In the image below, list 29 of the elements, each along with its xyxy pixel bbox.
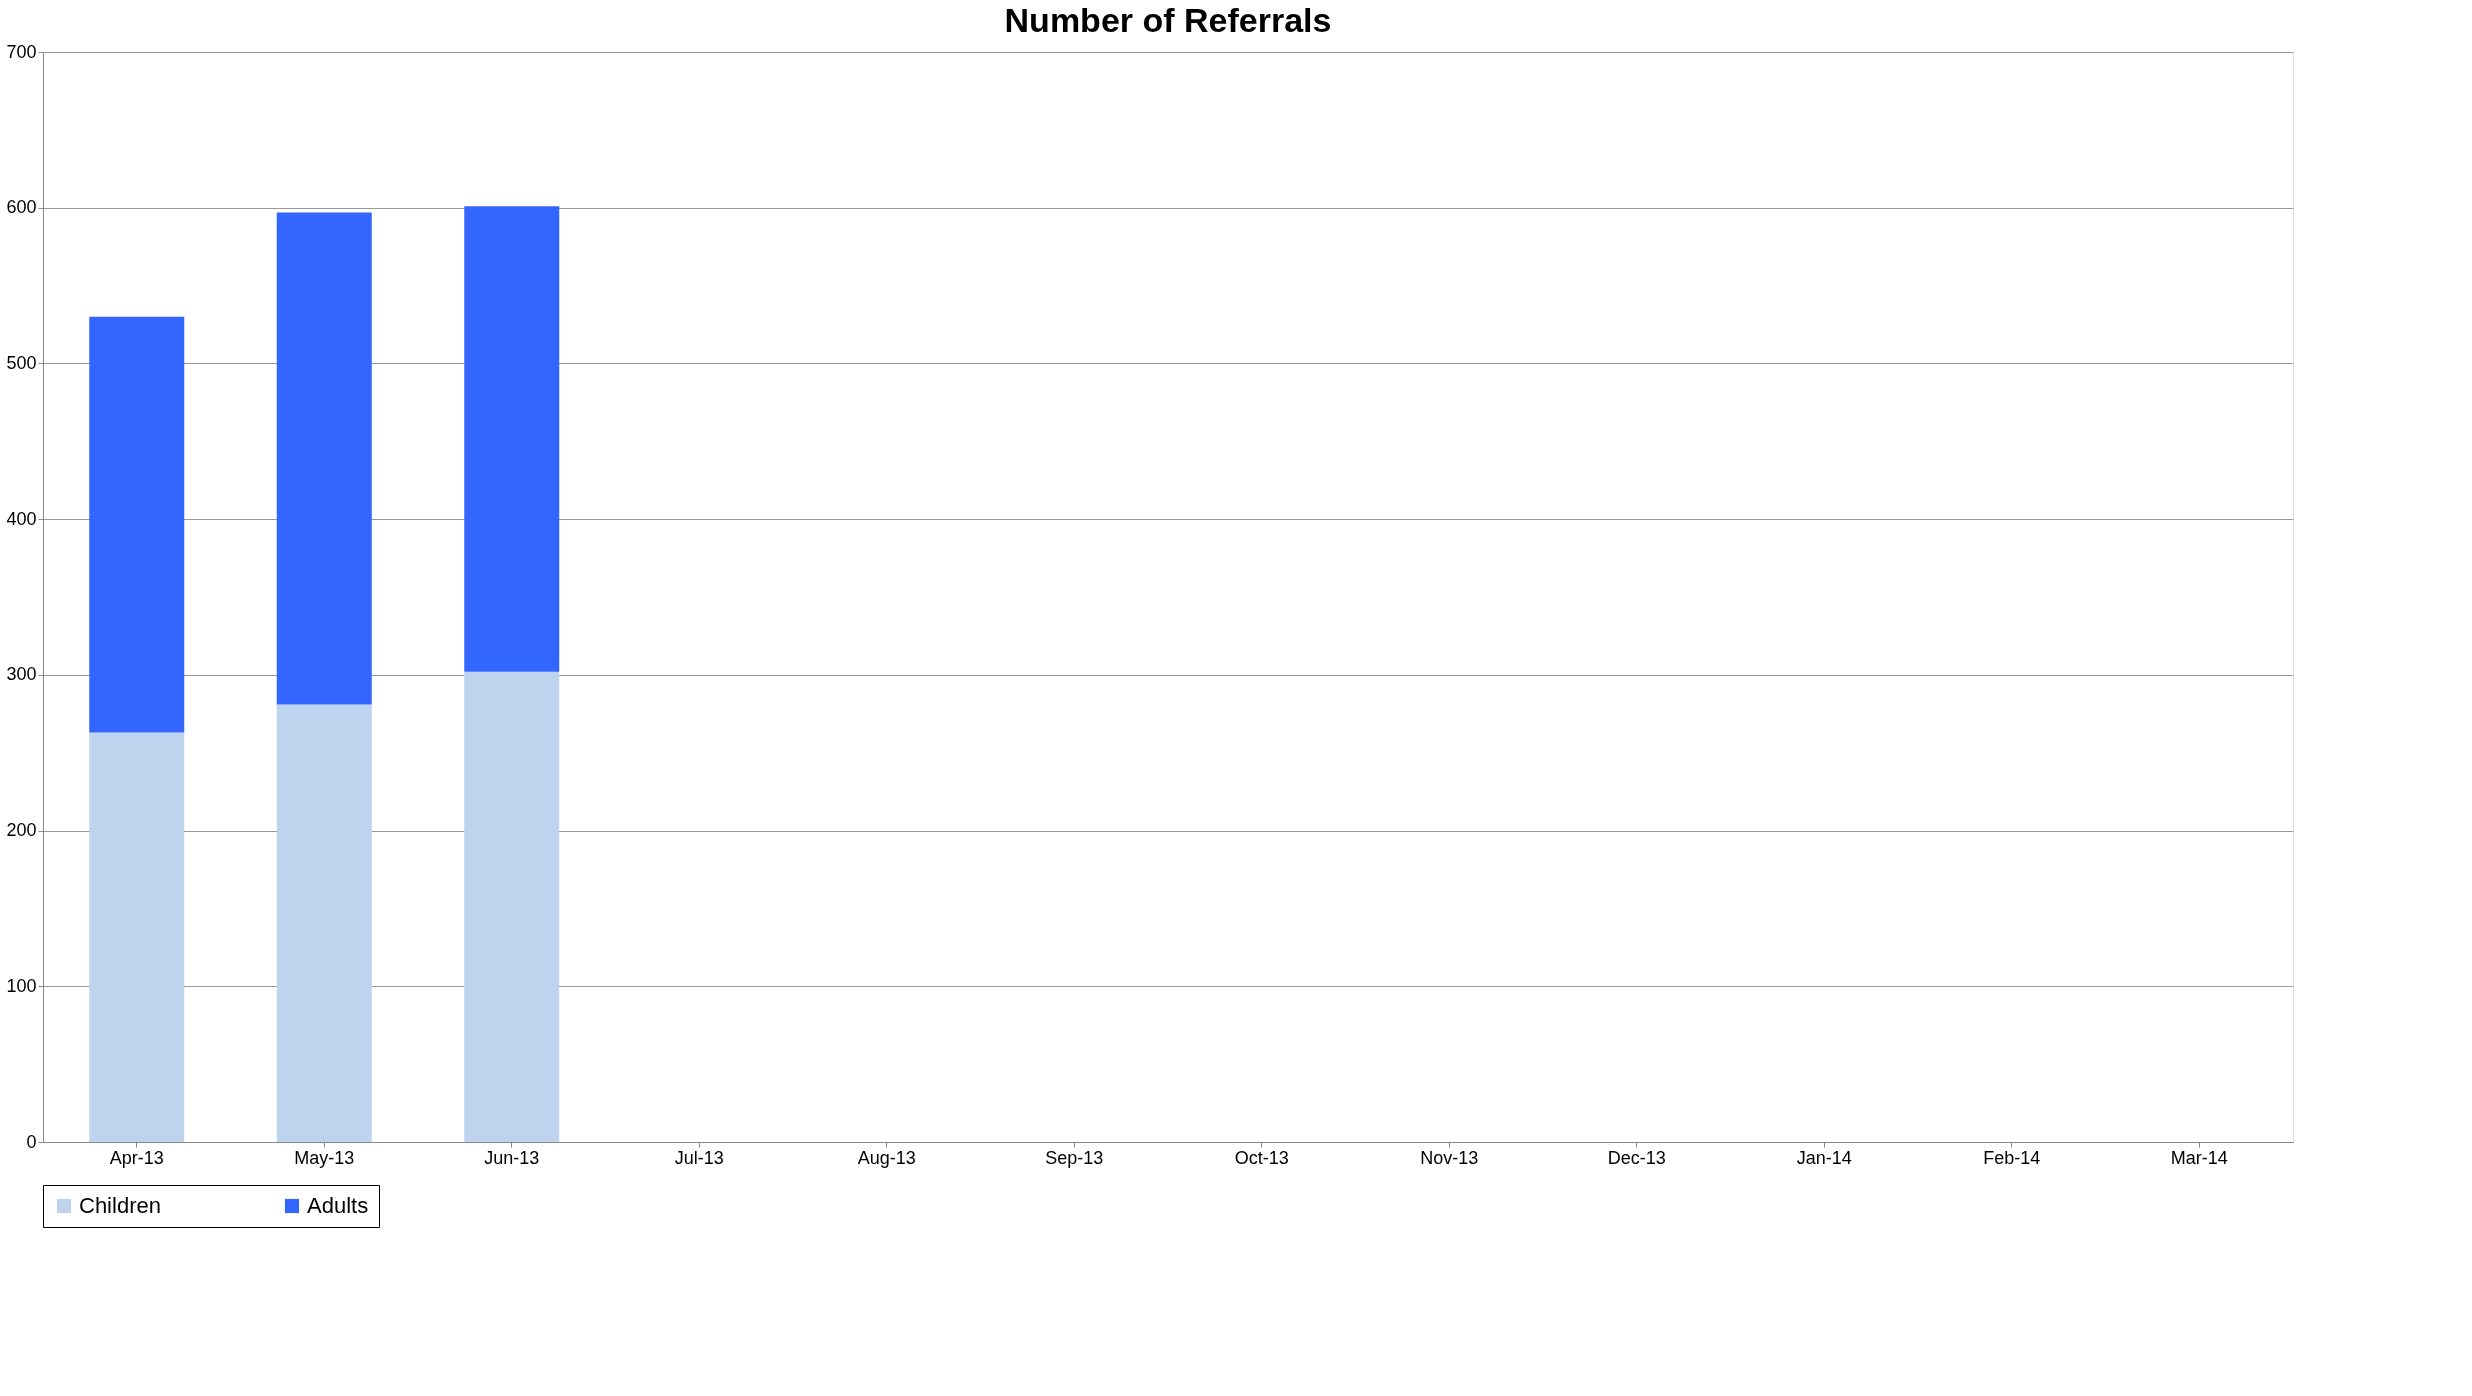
- x-tick-label: Jan-14: [1796, 1147, 1852, 1168]
- legend-label: Adults: [307, 1193, 369, 1218]
- chart-title: Number of Referrals: [1004, 1, 1332, 39]
- y-tick-label: 200: [6, 820, 37, 841]
- y-tick-label: 400: [6, 508, 37, 529]
- y-tick-label: 700: [6, 41, 37, 62]
- bar: [276, 704, 372, 1142]
- x-tick-label: Apr-13: [109, 1147, 164, 1168]
- bar: [464, 671, 560, 1142]
- x-tick-label: Jun-13: [484, 1147, 540, 1168]
- x-tick-label: Feb-14: [1983, 1147, 2041, 1168]
- x-tick-label: Jul-13: [674, 1147, 724, 1168]
- x-tick-label: Mar-14: [2170, 1147, 2228, 1168]
- x-tick-label: Dec-13: [1607, 1147, 1666, 1168]
- x-tick-label: Aug-13: [857, 1147, 916, 1168]
- x-tick-label: May-13: [294, 1147, 355, 1168]
- y-tick-label: 600: [6, 197, 37, 218]
- x-tick-label: Nov-13: [1420, 1147, 1479, 1168]
- bar: [276, 212, 372, 705]
- bar: [89, 316, 185, 733]
- bar: [464, 206, 560, 672]
- bar: [89, 732, 185, 1142]
- y-tick-label: 500: [6, 352, 37, 373]
- y-tick-label: 300: [6, 664, 37, 685]
- legend-label: Children: [79, 1193, 161, 1218]
- y-tick-label: 100: [6, 975, 37, 996]
- x-tick-label: Oct-13: [1234, 1147, 1289, 1168]
- y-tick-label: 0: [26, 1131, 37, 1152]
- x-tick-label: Sep-13: [1045, 1147, 1104, 1168]
